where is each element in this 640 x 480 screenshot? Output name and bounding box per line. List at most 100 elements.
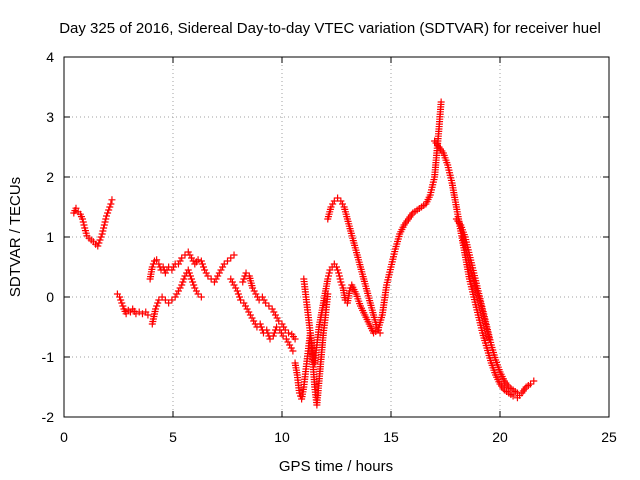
data-point: [98, 230, 106, 238]
data-point: [101, 218, 109, 226]
data-point: [270, 308, 278, 316]
data-point: [189, 257, 197, 265]
data-point: [241, 302, 249, 310]
data-point: [275, 317, 283, 325]
data-point: [200, 263, 208, 271]
data-point: [346, 287, 354, 295]
data-point: [184, 266, 192, 274]
y-tick-label: -1: [42, 349, 55, 365]
data-point: [153, 302, 161, 310]
data-point: [239, 278, 247, 286]
data-point: [118, 299, 126, 307]
data-point: [168, 296, 176, 304]
data-point: [144, 311, 152, 319]
data-point: [530, 377, 538, 385]
data-point: [246, 311, 254, 319]
data-point: [173, 290, 181, 298]
data-point: [513, 389, 521, 397]
data-point: [102, 215, 110, 223]
data-point: [336, 275, 344, 283]
data-point: [270, 329, 278, 337]
data-point: [262, 299, 270, 307]
data-point: [291, 335, 299, 343]
data-point: [106, 203, 114, 211]
data-point: [155, 260, 163, 268]
data-point: [264, 329, 272, 337]
data-point: [337, 197, 345, 205]
y-tick-label: -2: [42, 409, 55, 425]
data-point: [373, 323, 381, 331]
x-tick-label: 15: [383, 429, 399, 445]
data-point: [509, 392, 517, 400]
data-point: [174, 287, 182, 295]
data-point: [185, 269, 193, 277]
data-point: [243, 305, 251, 313]
data-point: [138, 310, 146, 318]
data-point: [240, 299, 248, 307]
chart-title: Day 325 of 2016, Sidereal Day-to-day VTE…: [59, 20, 601, 37]
data-point: [190, 281, 198, 289]
data-point: [168, 266, 176, 274]
data-point: [334, 266, 342, 274]
data-point: [108, 196, 116, 204]
data-point: [285, 329, 293, 337]
data-point: [103, 212, 111, 220]
plot-frame: [63, 56, 610, 418]
y-tick-label: 1: [46, 229, 54, 245]
data-point: [201, 266, 209, 274]
data-point: [215, 269, 223, 277]
x-axis-label: GPS time / hours: [279, 458, 393, 475]
data-point: [184, 248, 192, 256]
data-point: [119, 302, 127, 310]
data-point: [273, 323, 281, 331]
data-point: [338, 200, 346, 208]
data-point: [94, 242, 102, 250]
data-point: [158, 293, 166, 301]
data-point: [179, 278, 187, 286]
data-point: [165, 299, 173, 307]
data-point: [188, 254, 196, 262]
data-point: [252, 290, 260, 298]
data-point: [171, 293, 179, 301]
data-point: [265, 302, 273, 310]
data-point: [227, 254, 235, 262]
data-point: [176, 284, 184, 292]
data-point: [72, 204, 80, 212]
data-point: [204, 272, 212, 280]
data-point: [219, 263, 227, 271]
data-point: [214, 272, 222, 280]
data-point: [194, 290, 202, 298]
data-point: [289, 347, 297, 355]
data-point: [333, 263, 340, 271]
data-point: [99, 227, 107, 235]
data-point: [155, 296, 163, 304]
data-point: [96, 236, 104, 244]
data-point: [192, 287, 200, 295]
grid: [64, 57, 609, 417]
data-point: [152, 305, 160, 313]
data-point: [153, 256, 161, 264]
data-point: [194, 256, 202, 264]
data-point: [242, 269, 250, 277]
data-point: [217, 266, 225, 274]
data-point: [269, 332, 277, 340]
data-point: [281, 326, 289, 334]
data-point: [271, 311, 279, 319]
data-point: [79, 218, 87, 226]
data-point: [97, 233, 105, 241]
data-point: [135, 308, 143, 316]
data-point: [266, 335, 274, 343]
y-axis-label: SDTVAR / TECUs: [7, 177, 24, 297]
data-point: [277, 329, 285, 337]
data-point: [148, 263, 156, 271]
data-point: [186, 251, 194, 259]
data-markers: [70, 98, 538, 409]
data-point: [178, 254, 186, 262]
data-point: [327, 203, 335, 211]
data-point: [258, 293, 266, 301]
data-point: [105, 206, 113, 214]
data-point: [232, 284, 240, 292]
data-point: [227, 275, 235, 283]
data-point: [280, 323, 288, 331]
